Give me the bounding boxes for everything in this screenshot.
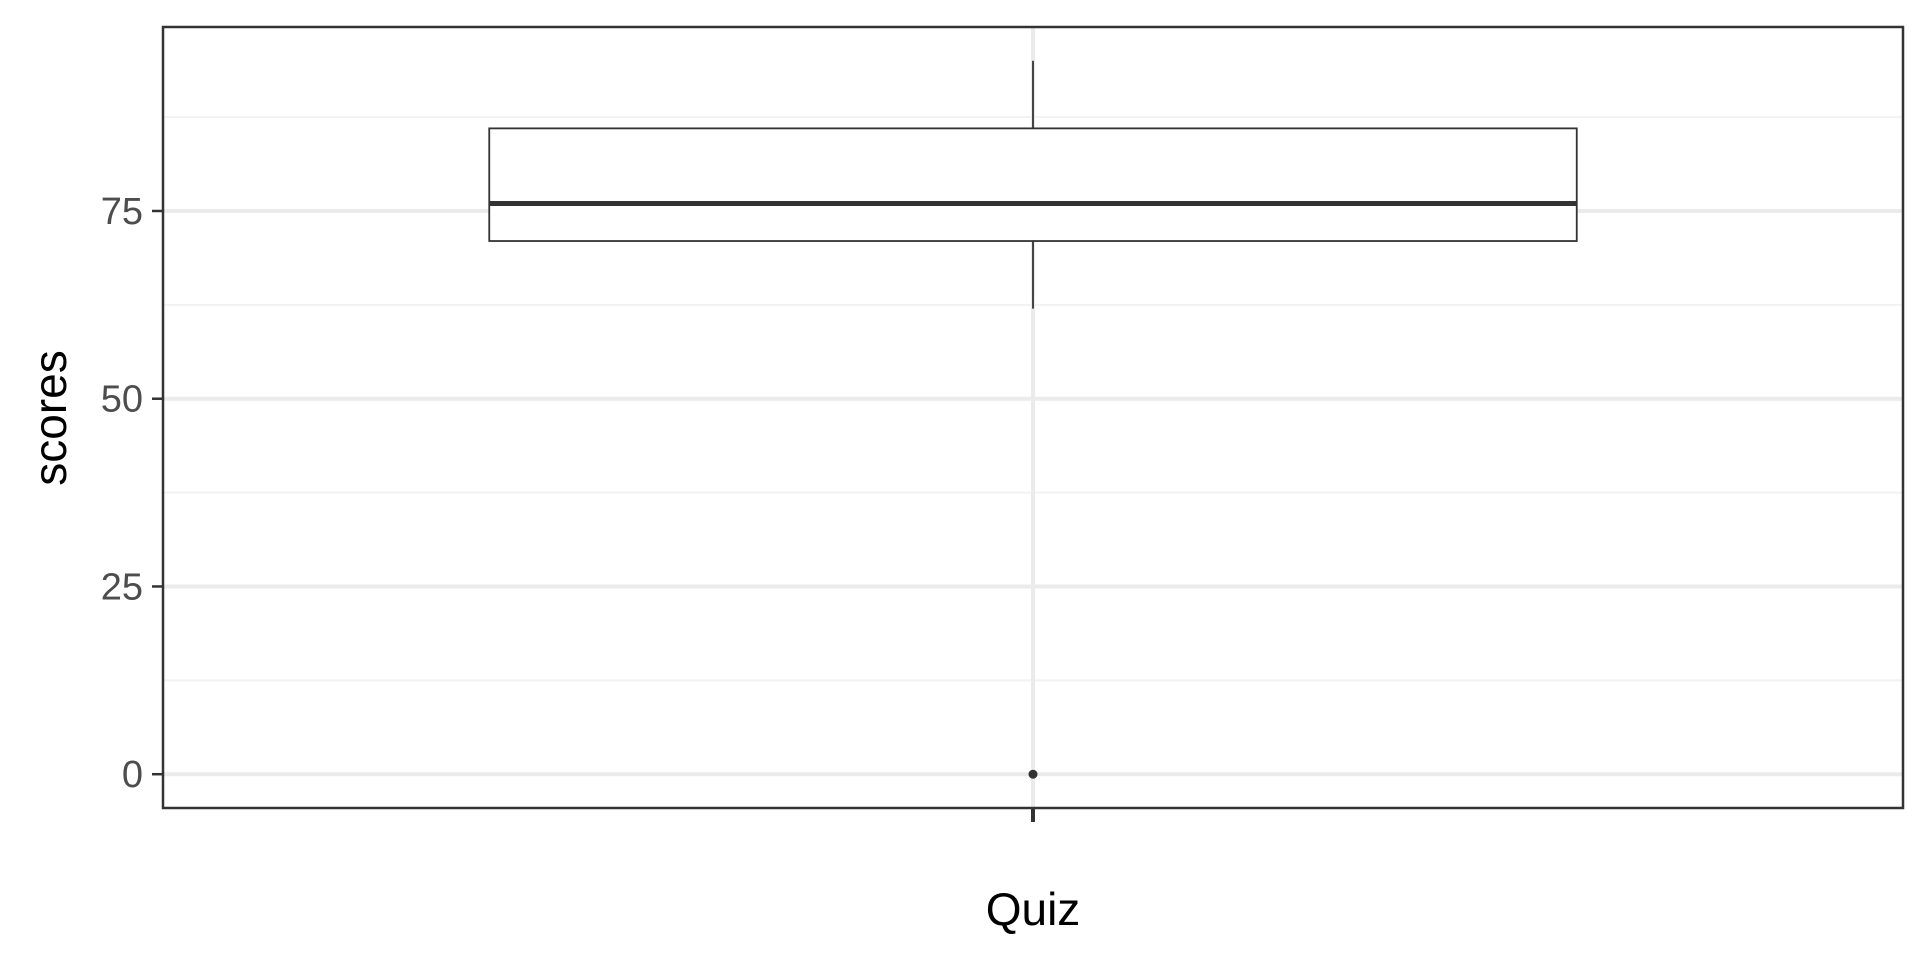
box-iqr <box>488 127 1578 242</box>
box-layer <box>488 60 1578 779</box>
axis-layer: 0 25 50 75 <box>101 191 1035 822</box>
y-tick-label: 75 <box>101 191 143 233</box>
box-group <box>488 60 1578 779</box>
y-axis-title: scores <box>24 350 76 485</box>
y-tick-label: 0 <box>122 754 143 796</box>
y-tick-label: 50 <box>101 379 143 421</box>
outlier-point <box>1028 769 1038 779</box>
y-tick-label: 25 <box>101 566 143 608</box>
x-axis-title: Quiz <box>986 883 1081 935</box>
